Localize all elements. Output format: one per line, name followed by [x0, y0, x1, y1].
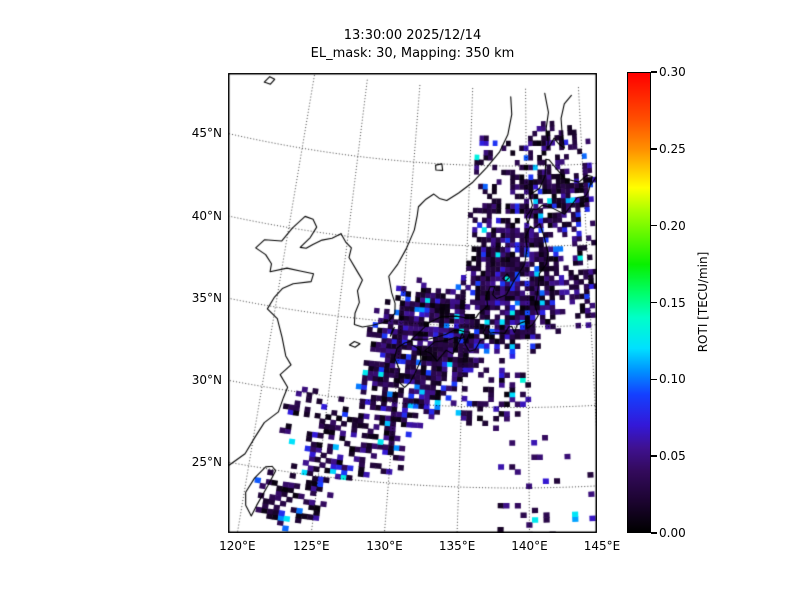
- colorbar-tick-label: 0.25: [659, 141, 686, 156]
- colorbar-tick-mark: [651, 455, 657, 457]
- colorbar-tick-label: 0.05: [659, 449, 686, 464]
- colorbar-tick-label: 0.00: [659, 526, 686, 540]
- map-plot-area: [228, 73, 597, 533]
- lon-tick-label: 135°E: [438, 539, 476, 553]
- colorbar: [627, 72, 651, 533]
- colorbar-tick-mark: [651, 301, 657, 304]
- colorbar-tick-mark: [651, 71, 657, 73]
- colorbar-tick-mark: [651, 224, 657, 227]
- colorbar-tick-mark: [651, 378, 657, 381]
- colorbar-gradient: [628, 73, 650, 532]
- title-params: EL_mask: 30, Mapping: 350 km: [310, 46, 515, 61]
- lon-tick-label: 145°E: [583, 539, 621, 553]
- lon-tick-label: 120°E: [219, 539, 256, 553]
- lat-tick-label: 45°N: [191, 126, 222, 141]
- lat-tick-label: 40°N: [191, 208, 222, 223]
- lat-tick-label: 35°N: [191, 291, 222, 306]
- lat-tick-label: 30°N: [191, 373, 222, 388]
- colorbar-tick-label: 0.10: [659, 372, 686, 387]
- colorbar-tick-label: 0.20: [659, 218, 686, 233]
- colorbar-axis-label: ROTI [TECU/min]: [696, 251, 710, 353]
- lat-tick-label: 25°N: [191, 455, 222, 470]
- colorbar-tick-label: 0.30: [659, 65, 686, 79]
- plot-title: 13:30:00 2025/12/14 EL_mask: 30, Mapping…: [228, 27, 597, 63]
- colorbar-tick-mark: [651, 532, 657, 534]
- lon-tick-label: 140°E: [511, 539, 548, 553]
- title-timestamp: 13:30:00 2025/12/14: [343, 28, 482, 43]
- map-canvas: [228, 73, 597, 533]
- lon-tick-label: 125°E: [293, 539, 330, 553]
- colorbar-tick-label: 0.15: [659, 295, 686, 310]
- lon-tick-label: 130°E: [366, 539, 403, 553]
- colorbar-tick-mark: [651, 148, 657, 150]
